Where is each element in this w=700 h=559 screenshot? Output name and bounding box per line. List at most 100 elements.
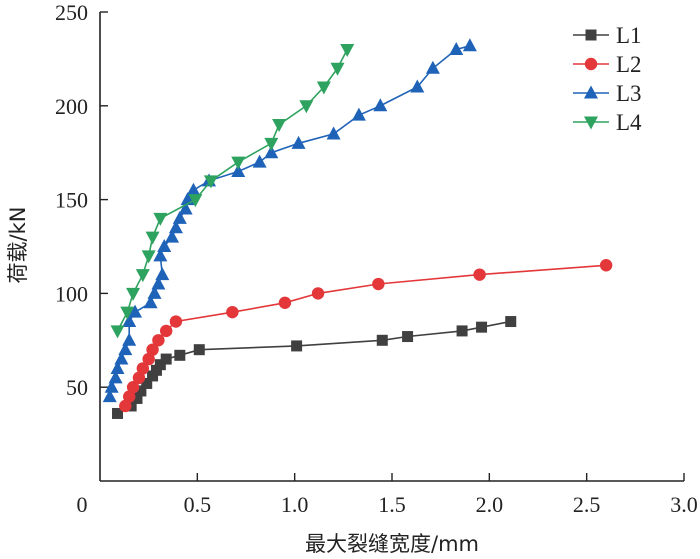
- legend-item-l3: L3: [573, 81, 642, 106]
- data-point-l4: [316, 81, 331, 95]
- data-point-l4: [126, 287, 141, 301]
- y-tick-label: 150: [55, 188, 88, 213]
- data-point-l1: [402, 331, 414, 343]
- data-point-l3: [108, 370, 123, 384]
- data-point-l2: [142, 352, 155, 366]
- data-point-l3: [122, 314, 137, 328]
- legend-marker: [584, 85, 598, 99]
- data-point-l4: [231, 156, 246, 170]
- data-point-l3: [264, 145, 279, 159]
- x-tick-label: 1.0: [281, 492, 309, 517]
- data-point-l1: [141, 377, 153, 389]
- x-tick-label: 1.5: [378, 492, 406, 517]
- data-point-l2: [599, 259, 613, 272]
- data-point-l3: [168, 220, 183, 234]
- y-tick-label: 100: [55, 281, 88, 306]
- data-point-l3: [410, 79, 425, 93]
- data-point-l4: [272, 119, 287, 133]
- legend-marker: [584, 57, 598, 71]
- data-point-l4: [264, 137, 279, 151]
- origin-tick-label: 0: [77, 492, 88, 517]
- legend-label: L2: [616, 52, 642, 77]
- legend-label: L1: [616, 23, 642, 48]
- legend: L1 L2 L3 L4: [573, 23, 642, 135]
- data-point-l3: [425, 60, 440, 74]
- data-point-l2: [146, 343, 159, 356]
- data-point-l3: [147, 285, 162, 299]
- data-point-l3: [157, 239, 172, 252]
- data-point-l4: [145, 231, 160, 245]
- series-line-l3: [108, 45, 471, 397]
- data-point-l1: [174, 349, 186, 361]
- x-tick-label: 0.5: [184, 492, 212, 517]
- legend-item-l1: L1: [573, 23, 642, 48]
- data-point-l3: [122, 332, 137, 346]
- data-point-l1: [376, 334, 388, 346]
- data-point-l2: [473, 268, 486, 281]
- data-point-l4: [135, 269, 150, 283]
- data-point-l4: [141, 250, 156, 264]
- data-point-l3: [153, 248, 168, 262]
- data-point-l1: [160, 353, 172, 365]
- data-point-l3: [143, 295, 158, 309]
- data-point-l3: [110, 360, 125, 374]
- legend-marker: [585, 29, 597, 41]
- data-point-l3: [172, 210, 187, 224]
- data-point-l3: [186, 182, 201, 196]
- data-point-l2: [169, 315, 183, 328]
- legend-label: L4: [616, 110, 642, 135]
- data-point-l1: [131, 392, 143, 404]
- data-point-l3: [231, 163, 246, 177]
- data-point-l2: [226, 305, 239, 319]
- y-tick-label: 50: [66, 375, 88, 400]
- series-line-l1: [117, 320, 511, 415]
- data-point-l2: [159, 324, 173, 338]
- data-point-l3: [118, 342, 133, 356]
- data-point-l2: [278, 296, 292, 309]
- legend-item-l2: L2: [573, 52, 642, 77]
- data-point-l4: [110, 325, 125, 339]
- data-point-l2: [311, 287, 325, 300]
- data-point-l3: [165, 229, 180, 243]
- legend-label: L3: [616, 81, 642, 106]
- data-point-l2: [372, 277, 385, 291]
- series-line-l4: [116, 49, 348, 332]
- data-point-l3: [351, 107, 366, 121]
- data-point-l4: [120, 306, 135, 320]
- data-point-l1: [505, 316, 517, 328]
- data-point-l4: [203, 175, 218, 189]
- data-point-l1: [147, 370, 159, 382]
- x-axis-title: 最大裂缝宽度/mm: [305, 532, 479, 556]
- data-point-l3: [102, 389, 117, 403]
- data-point-l4: [330, 62, 345, 76]
- series-l1: [112, 316, 517, 419]
- data-point-l3: [114, 351, 129, 365]
- series-l3: [102, 38, 477, 403]
- y-axis-title: 荷载/kN: [6, 207, 30, 284]
- data-point-l1: [135, 385, 147, 397]
- series-line-l2: [124, 264, 607, 407]
- data-point-l2: [152, 334, 165, 347]
- data-point-l3: [291, 135, 306, 149]
- data-point-l4: [340, 44, 355, 58]
- data-point-l3: [373, 98, 388, 112]
- data-point-l1: [456, 325, 468, 337]
- data-point-l3: [252, 154, 267, 168]
- data-point-l1: [476, 321, 488, 333]
- data-point-l2: [136, 362, 150, 375]
- legend-marker: [584, 116, 598, 130]
- legend-item-l4: L4: [573, 110, 642, 135]
- data-point-l2: [126, 381, 140, 394]
- x-tick-label: 2.5: [573, 492, 601, 517]
- data-point-l2: [119, 399, 132, 413]
- y-tick-label: 200: [55, 94, 88, 119]
- data-point-l4: [153, 212, 168, 226]
- x-tick-label: 2.0: [476, 492, 504, 517]
- data-point-l3: [104, 379, 119, 393]
- data-point-l1: [193, 344, 205, 356]
- data-point-l3: [449, 42, 464, 56]
- data-point-l2: [123, 390, 136, 403]
- data-point-l4: [299, 100, 314, 114]
- data-point-l2: [132, 371, 146, 385]
